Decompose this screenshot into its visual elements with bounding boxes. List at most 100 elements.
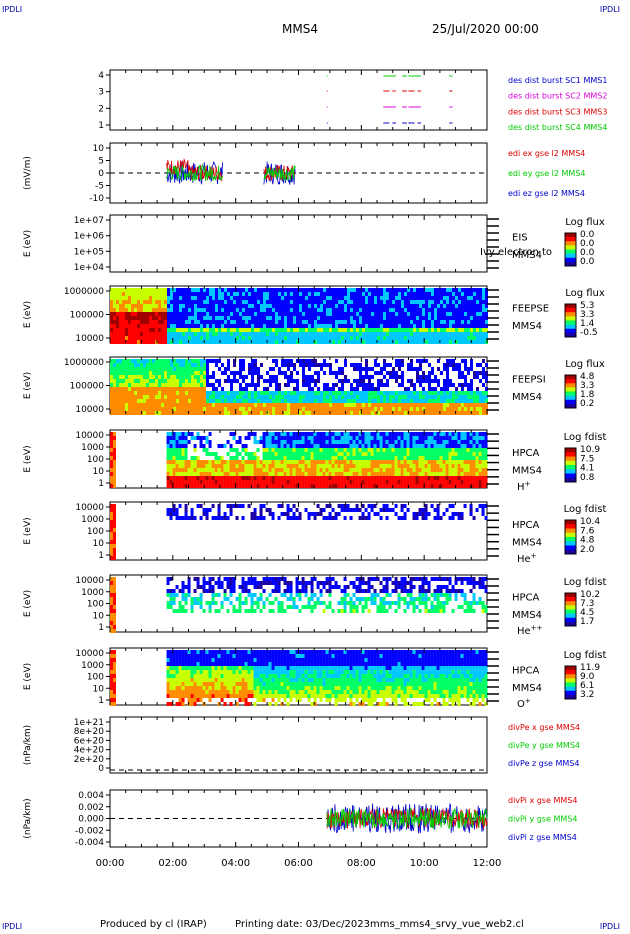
spectrogram-cell: [241, 484, 245, 488]
spectrogram-cell: [473, 336, 476, 340]
spectrogram-cell: [179, 395, 182, 399]
spectrogram-cell: [425, 336, 428, 340]
spectrogram-cell: [128, 300, 131, 304]
spectrogram-cell: [365, 375, 368, 379]
spectrogram-cell: [188, 304, 191, 308]
spectrogram-cell: [146, 336, 149, 340]
spectrogram-cell: [110, 440, 113, 444]
spectrogram-cell: [293, 395, 296, 399]
spectrogram-cell: [452, 288, 455, 292]
spectrogram-cell: [179, 332, 182, 336]
spectrogram-cell: [313, 456, 317, 460]
spectrogram-cell: [193, 476, 197, 480]
spectrogram-cell: [418, 448, 422, 452]
spectrogram-cell: [343, 456, 347, 460]
spectrogram-cell: [229, 432, 233, 436]
spectrogram-cell: [299, 332, 302, 336]
spectrogram-cell: [206, 316, 209, 320]
spectrogram-cell: [194, 367, 197, 371]
spectrogram-cell: [167, 296, 170, 300]
spectrogram-cell: [188, 399, 191, 403]
spectrogram-cell: [467, 383, 470, 387]
spectrogram-cell: [386, 316, 389, 320]
spectrogram-cell: [428, 332, 431, 336]
spectrogram-cell: [467, 300, 470, 304]
spectrogram-cell: [349, 456, 353, 460]
spectrogram-cell: [170, 387, 173, 391]
spectrogram-cell: [394, 448, 398, 452]
colorbar-tick-label: 3.3: [580, 310, 594, 320]
spectrogram-cell: [161, 391, 164, 395]
spectrogram-cell: [275, 320, 278, 324]
spectrogram-cell: [200, 403, 203, 407]
spectrogram-cell: [196, 436, 200, 440]
spectrogram-cell: [427, 480, 431, 484]
spectrogram-cell: [344, 316, 347, 320]
spectrogram-cell: [155, 308, 158, 312]
spectrogram-cell: [403, 460, 407, 464]
spectrogram-cell: [299, 300, 302, 304]
spectrogram-cell: [352, 448, 356, 452]
spectrogram-cell: [134, 336, 137, 340]
spectrogram-cell: [235, 472, 239, 476]
spectrogram-cell: [350, 320, 353, 324]
spectrogram-cell: [212, 324, 215, 328]
spectrogram-cell: [299, 292, 302, 296]
spectrogram-cell: [278, 387, 281, 391]
spectrogram-cell: [167, 407, 170, 411]
spectrogram-cell: [290, 371, 293, 375]
spectrogram-cell: [479, 288, 482, 292]
spectrogram-cell: [305, 304, 308, 308]
spectrogram-cell: [208, 460, 212, 464]
spectrogram-cell: [172, 464, 176, 468]
spectrogram-cell: [317, 296, 320, 300]
spectrogram-cell: [314, 312, 317, 316]
spectrogram-cell: [338, 308, 341, 312]
spectrogram-cell: [149, 300, 152, 304]
spectrogram-cell: [320, 304, 323, 308]
spectrogram-cell: [304, 448, 308, 452]
colorbar-segment: [565, 320, 576, 326]
spectrogram-cell: [461, 411, 464, 415]
spectrogram-cell: [203, 383, 206, 387]
spectrogram-cell: [302, 292, 305, 296]
spectrogram-cell: [179, 359, 182, 363]
spectrogram-cell: [295, 460, 299, 464]
spectrogram-cell: [365, 391, 368, 395]
spectrogram-cell: [232, 468, 236, 472]
spectrogram-cell: [161, 316, 164, 320]
spectrogram-cell: [170, 340, 173, 344]
spectrogram-cell: [233, 363, 236, 367]
spectrogram-cell: [442, 464, 446, 468]
spectrogram-cell: [292, 460, 296, 464]
spectrogram-cell: [371, 312, 374, 316]
spectrogram-cell: [386, 379, 389, 383]
spectrogram-cell: [485, 308, 488, 312]
spectrogram-cell: [230, 407, 233, 411]
spectrogram-cell: [401, 300, 404, 304]
spectrogram-cell: [403, 468, 407, 472]
spectrogram-cell: [466, 452, 470, 456]
spectrogram-cell: [230, 304, 233, 308]
spectrogram-cell: [197, 328, 200, 332]
spectrogram-cell: [427, 468, 431, 472]
spectrogram-cell: [443, 367, 446, 371]
spectrogram-cell: [152, 324, 155, 328]
spectrogram-cell: [275, 383, 278, 387]
spectrogram-cell: [119, 387, 122, 391]
spectrogram-cell: [302, 324, 305, 328]
spectrogram-cell: [184, 448, 188, 452]
spectrogram-cell: [413, 328, 416, 332]
spectrogram-cell: [149, 320, 152, 324]
spectrogram-cell: [479, 292, 482, 296]
spectrogram-cell: [215, 296, 218, 300]
spectrogram-cell: [125, 399, 128, 403]
spectrogram-cell: [194, 316, 197, 320]
spectrogram-cell: [146, 383, 149, 387]
spectrogram-cell: [430, 480, 434, 484]
spectrogram-cell: [382, 456, 386, 460]
spectrogram-cell: [212, 332, 215, 336]
spectrogram-cell: [224, 320, 227, 324]
spectrogram-cell: [343, 476, 347, 480]
spectrogram-cell: [317, 300, 320, 304]
